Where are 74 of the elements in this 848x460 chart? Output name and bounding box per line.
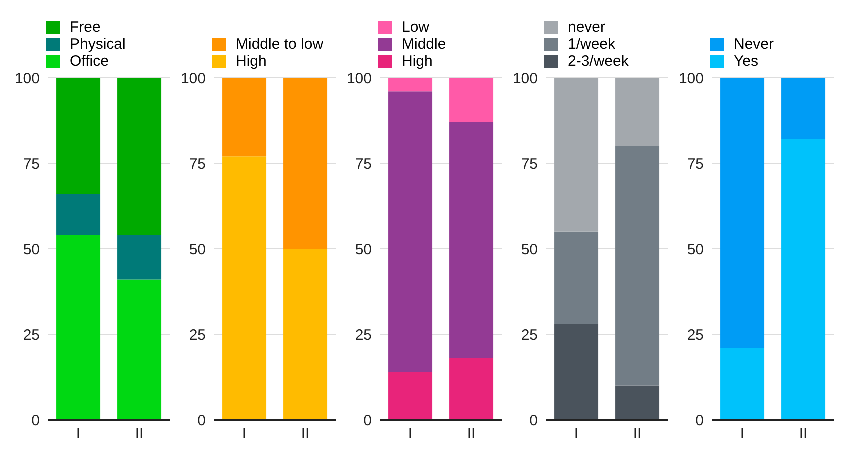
bar bbox=[450, 122, 494, 358]
legend-label: Low bbox=[402, 19, 430, 36]
legend-label: never bbox=[568, 19, 606, 36]
x-tick-label: II bbox=[467, 426, 476, 443]
y-tick-label: 25 bbox=[521, 326, 538, 344]
y-tick-label: 0 bbox=[530, 412, 538, 430]
y-tick-label: 0 bbox=[198, 412, 206, 430]
y-tick-label: 75 bbox=[355, 156, 372, 173]
legend-label: Middle to low bbox=[236, 36, 324, 53]
bar bbox=[56, 194, 101, 236]
bar bbox=[616, 386, 660, 420]
x-tick-label: I bbox=[574, 426, 579, 443]
y-tick-label: 50 bbox=[23, 241, 40, 258]
y-tick-label: 75 bbox=[687, 156, 704, 173]
legend-label: Office bbox=[70, 53, 109, 70]
bar bbox=[388, 372, 433, 420]
bar bbox=[388, 92, 433, 372]
bar bbox=[450, 358, 494, 420]
bar bbox=[118, 235, 162, 280]
y-tick-label: 25 bbox=[355, 326, 372, 344]
y-tick-label: 0 bbox=[364, 412, 372, 430]
legend-label: Yes bbox=[734, 53, 758, 70]
legend-label: Free bbox=[70, 19, 101, 36]
x-tick-label: I bbox=[242, 426, 247, 443]
bar bbox=[782, 140, 826, 420]
y-tick-label: 75 bbox=[521, 156, 538, 173]
y-tick-label: 0 bbox=[696, 412, 704, 430]
legend-label: 2-3/week bbox=[568, 53, 629, 70]
x-tick-label: I bbox=[408, 426, 413, 443]
x-tick-label: I bbox=[76, 426, 81, 443]
bar bbox=[616, 146, 660, 386]
bar bbox=[222, 156, 267, 420]
bar bbox=[450, 78, 494, 122]
bar bbox=[720, 348, 765, 420]
legend-label: Middle bbox=[402, 36, 446, 53]
bar bbox=[284, 249, 328, 420]
bar bbox=[554, 232, 599, 324]
y-tick-label: 25 bbox=[189, 326, 206, 344]
x-tick-label: II bbox=[301, 426, 310, 443]
y-tick-label: 50 bbox=[687, 241, 704, 258]
bar bbox=[118, 280, 162, 420]
y-tick-label: 100 bbox=[678, 70, 704, 88]
bar bbox=[284, 78, 328, 249]
y-tick-label: 25 bbox=[23, 326, 40, 344]
y-tick-label: 75 bbox=[23, 156, 40, 173]
bar bbox=[554, 78, 599, 232]
x-tick-label: I bbox=[740, 426, 745, 443]
y-tick-label: 100 bbox=[14, 70, 40, 88]
bar bbox=[554, 324, 599, 420]
y-tick-label: 100 bbox=[512, 70, 538, 88]
legend-label: Never bbox=[734, 36, 774, 53]
legend-label: 1/week bbox=[568, 36, 616, 53]
legend-label: High bbox=[402, 53, 433, 70]
y-tick-label: 25 bbox=[687, 326, 704, 344]
bar bbox=[118, 78, 162, 236]
bar bbox=[720, 78, 765, 348]
x-tick-label: II bbox=[633, 426, 642, 443]
x-tick-label: II bbox=[799, 426, 808, 443]
bar bbox=[56, 235, 101, 420]
y-tick-label: 50 bbox=[189, 241, 206, 258]
y-tick-label: 75 bbox=[189, 156, 206, 173]
bar bbox=[388, 78, 433, 92]
y-tick-label: 100 bbox=[180, 70, 206, 88]
bar bbox=[56, 78, 101, 194]
x-tick-label: II bbox=[135, 426, 144, 443]
legend-label: Physical bbox=[70, 36, 126, 53]
y-tick-label: 100 bbox=[346, 70, 372, 88]
y-tick-label: 50 bbox=[355, 241, 372, 258]
y-tick-label: 50 bbox=[521, 241, 538, 258]
y-tick-label: 0 bbox=[32, 412, 40, 430]
bar bbox=[782, 78, 826, 140]
bar bbox=[616, 78, 660, 146]
bar bbox=[222, 78, 267, 157]
legend-label: High bbox=[236, 53, 267, 70]
